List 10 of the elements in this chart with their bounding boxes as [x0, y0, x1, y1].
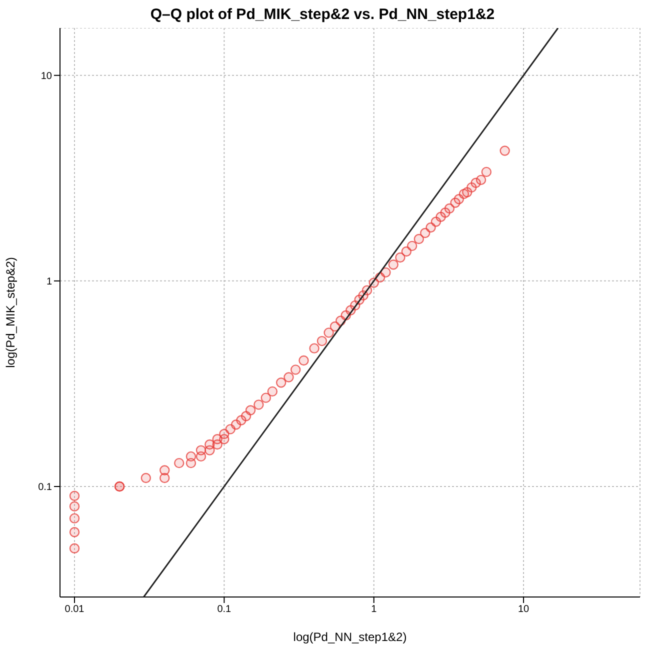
x-tick-label: 0.01	[64, 604, 85, 616]
y-tick-label: 10	[40, 70, 52, 82]
y-tick-label: 1	[46, 276, 52, 288]
x-axis-title: log(Pd_NN_step1&2)	[293, 630, 407, 644]
x-tick-label: 10	[518, 604, 530, 616]
x-tick-label: 1	[371, 604, 378, 616]
x-tick-label: 0.1	[217, 604, 232, 616]
y-tick-label: 0.1	[38, 482, 52, 494]
y-axis-title: log(Pd_MIK_step&2)	[3, 257, 18, 368]
chart-title: Q–Q plot of Pd_MIK_step&2 vs. Pd_NN_step1&2	[149, 6, 496, 23]
